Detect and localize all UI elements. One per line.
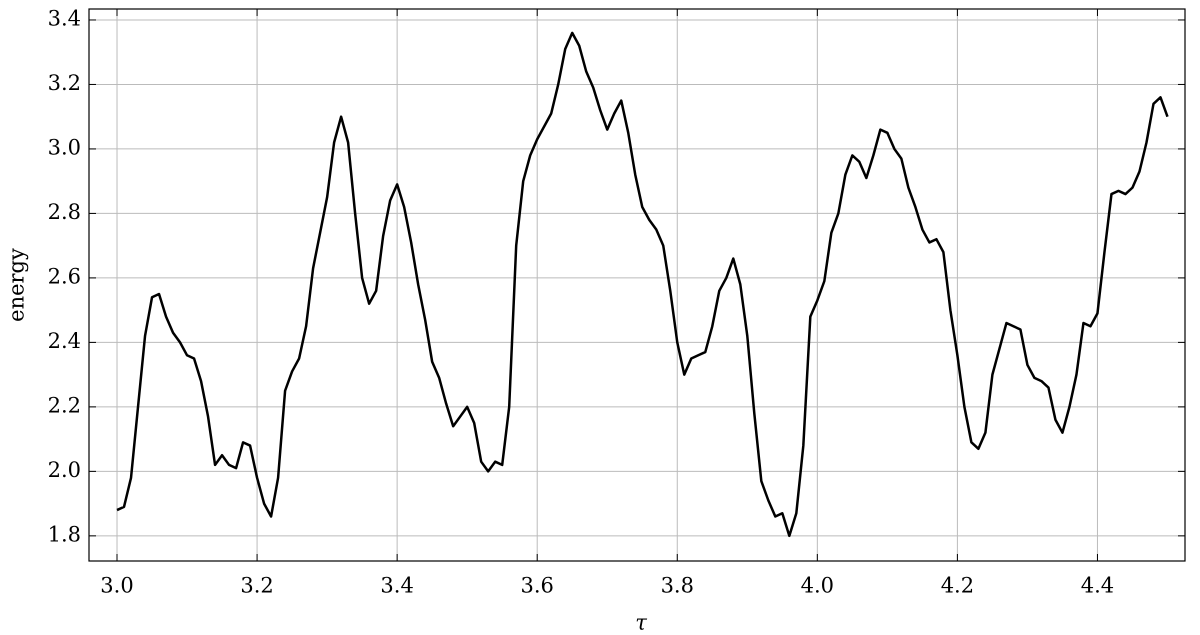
x-tick-label: 3.2: [240, 574, 273, 598]
y-tick-label: 3.2: [48, 71, 81, 95]
y-tick-label: 2.8: [48, 200, 81, 224]
y-tick-label: 2.6: [48, 264, 81, 288]
y-tick-label: 2.4: [48, 329, 81, 353]
y-axis-label: energy: [5, 248, 29, 322]
x-tick-label: 3.8: [661, 574, 694, 598]
x-tick-label: 3.0: [100, 574, 133, 598]
y-tick-label: 2.0: [48, 458, 81, 482]
y-tick-label: 3.4: [48, 6, 81, 30]
x-tick-label: 3.4: [380, 574, 413, 598]
x-tick-label: 4.4: [1081, 574, 1114, 598]
plot-frame: [88, 8, 1186, 562]
y-tick-label: 1.8: [48, 522, 81, 546]
x-tick-label: 4.2: [941, 574, 974, 598]
data-line: [116, 31, 1169, 538]
x-tick-label: 3.6: [521, 574, 554, 598]
x-tick-label: 4.0: [801, 574, 834, 598]
y-tick-label: 3.0: [48, 135, 81, 159]
x-axis-label: τ: [635, 611, 647, 635]
y-tick-label: 2.2: [48, 393, 81, 417]
